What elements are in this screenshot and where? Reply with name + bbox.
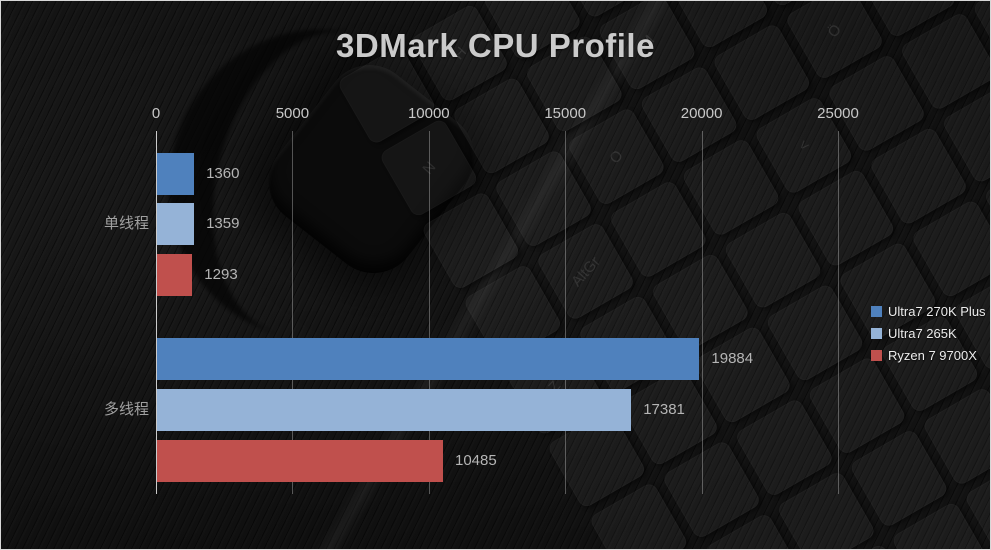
legend-label: Ultra7 265K (888, 326, 957, 341)
legend-swatch-icon (871, 350, 882, 361)
bar-ultra7-270k-plus (157, 338, 700, 380)
bar-ultra7-270k-plus (157, 152, 195, 195)
bar-value-label: 1293 (204, 266, 238, 283)
x-axis-tick-label: 20000 (680, 105, 723, 122)
bar-value-label: 1360 (206, 164, 240, 182)
category-label: 多线程 (103, 400, 149, 418)
legend-label: Ryzen 7 9700X (888, 348, 977, 363)
bar-value-label: 1359 (206, 215, 240, 233)
category-label: 单线程 (103, 215, 149, 233)
bar-ryzen-7-9700x (157, 254, 193, 296)
x-axis-tick-label: 10000 (407, 105, 450, 122)
x-axis-tick-label: 15000 (544, 105, 587, 122)
bar-ultra7-265k (157, 388, 632, 431)
legend-item: Ryzen 7 9700X (871, 348, 986, 363)
y-axis-line (156, 131, 157, 494)
legend-swatch-icon (871, 328, 882, 339)
legend-item: Ultra7 265K (871, 326, 986, 341)
legend-label: Ultra7 270K Plus (888, 304, 986, 319)
x-axis-tick-label: 5000 (275, 105, 310, 122)
gridline (565, 131, 567, 494)
gridline (292, 131, 294, 494)
bar-ultra7-265k (157, 203, 195, 246)
bar-value-label: 10485 (455, 451, 497, 469)
gridline (701, 131, 703, 494)
bar-value-label: 17381 (643, 400, 685, 418)
x-axis-tick-label: 25000 (817, 105, 859, 122)
chart-legend: Ultra7 270K Plus Ultra7 265K Ryzen 7 9700X (871, 304, 986, 363)
x-axis-tick-label: 0 (151, 105, 161, 122)
legend-item: Ultra7 270K Plus (871, 304, 986, 319)
gridline (838, 131, 839, 494)
bar-value-label: 19884 (711, 350, 754, 367)
chart-title: 3DMark CPU Profile (336, 27, 655, 64)
bar-ryzen-7-9700x (157, 439, 443, 482)
legend-swatch-icon (871, 306, 882, 317)
gridline (428, 131, 430, 494)
